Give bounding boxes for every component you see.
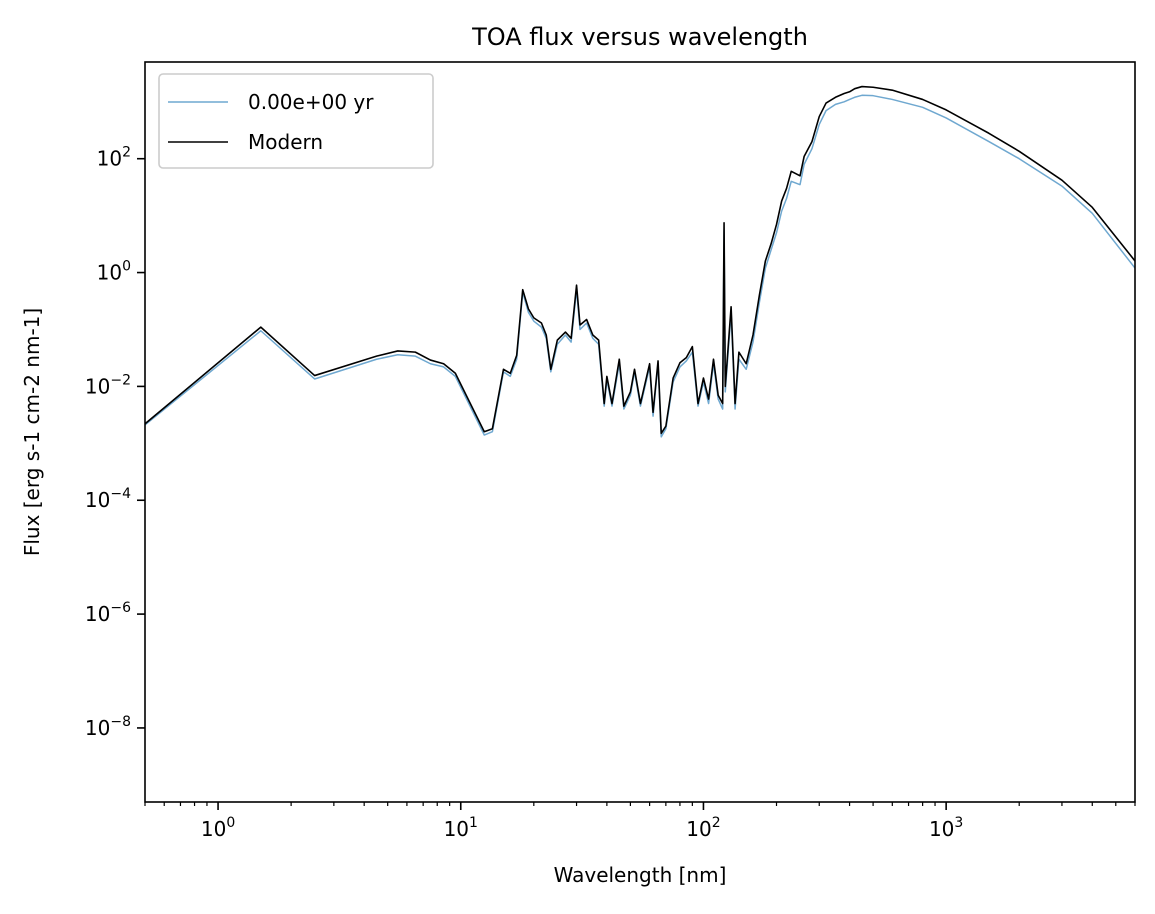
legend: 0.00e+00 yr Modern: [158, 73, 434, 169]
y-tick-label: 100: [97, 259, 131, 285]
y-tick-label: 10−4: [85, 486, 131, 512]
y-axis-label: Flux [erg s-1 cm-2 nm-1]: [20, 308, 44, 556]
x-axis: 100 101 102 103: [144, 802, 1136, 841]
legend-label-0.00e+00-yr: 0.00e+00 yr: [248, 90, 374, 114]
legend-box: [158, 73, 434, 169]
x-tick-label: 103: [929, 815, 963, 841]
y-tick-label: 10−2: [85, 372, 131, 398]
x-axis-label: Wavelength [nm]: [554, 863, 727, 887]
x-tick-label: 101: [444, 815, 478, 841]
y-tick-label: 10−6: [85, 600, 131, 626]
x-tick-label: 100: [201, 815, 235, 841]
y-axis: 10−8 10−6 10−4 10−2 100 102: [85, 145, 145, 740]
y-tick-label: 102: [97, 145, 131, 171]
plot-series-layer: [145, 85, 1135, 438]
chart-title: TOA flux versus wavelength: [471, 23, 808, 51]
plot-frame: [144, 61, 1136, 803]
y-tick-label: 10−8: [85, 714, 131, 740]
x-tick-label: 102: [686, 815, 720, 841]
legend-label-modern: Modern: [248, 130, 323, 154]
series-line-modern: [145, 85, 1135, 435]
